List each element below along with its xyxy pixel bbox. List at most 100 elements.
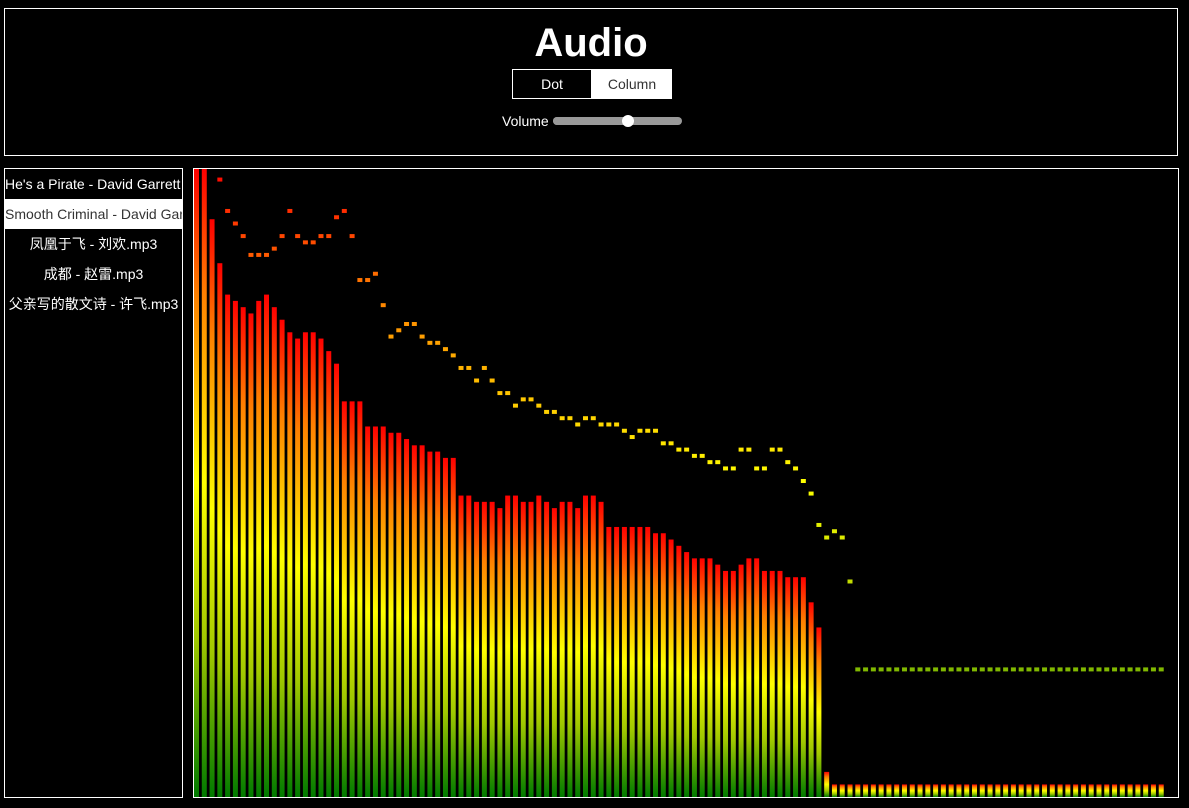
visualizer-peak-dot — [879, 667, 884, 671]
track-item-smooth-criminal[interactable]: Smooth Criminal - David Garrett — [5, 199, 182, 229]
visualizer-peak-dot — [637, 429, 642, 433]
visualizer-bar — [1159, 784, 1164, 797]
visualizer-peak-dot — [482, 366, 487, 370]
visualizer-bar — [217, 263, 222, 797]
playlist-panel: He's a Pirate - David Garrett Smooth Cri… — [4, 168, 183, 798]
visualizer-bar — [552, 508, 557, 797]
visualizer-bar — [840, 784, 845, 797]
visualizer-bar — [427, 452, 432, 797]
volume-slider[interactable] — [553, 117, 682, 125]
visualizer-bar — [1065, 784, 1070, 797]
visualizer-peak-dot — [248, 253, 253, 257]
visualizer-bar — [894, 784, 899, 797]
visualizer-peak-dot — [474, 379, 479, 383]
visualizer-peak-dot — [443, 347, 448, 351]
visualizer-bar — [490, 502, 495, 797]
visualizer-peak-dot — [871, 667, 876, 671]
visualizer-bar — [910, 784, 915, 797]
visualizer-peak-dot — [816, 523, 821, 527]
dot-mode-button[interactable]: Dot — [512, 69, 592, 99]
visualizer-bar — [988, 784, 993, 797]
visualizer-peak-dot — [256, 253, 261, 257]
visualizer-peak-dot — [1112, 667, 1117, 671]
track-item-feng-huang-yu-fei[interactable]: 凤凰于飞 - 刘欢.mp3 — [5, 229, 182, 259]
visualizer-bar — [707, 558, 712, 797]
visualizer-bar — [863, 784, 868, 797]
visualizer-bar — [1026, 784, 1031, 797]
visualizer-bar — [848, 784, 853, 797]
visualizer-peak-dot — [918, 667, 923, 671]
track-item-he-s-a-pirate[interactable]: He's a Pirate - David Garrett — [5, 169, 182, 199]
visualizer-peak-dot — [1003, 667, 1008, 671]
visualizer-bar — [801, 577, 806, 797]
visualizer-peak-dot — [1034, 667, 1039, 671]
track-item-cheng-du[interactable]: 成都 - 赵雷.mp3 — [5, 259, 182, 289]
visualizer-peak-dot — [490, 379, 495, 383]
visualizer-bar — [1135, 784, 1140, 797]
visualizer-bar — [404, 439, 409, 797]
visualizer-bar — [303, 332, 308, 797]
visualizer-bar — [1128, 784, 1133, 797]
visualizer-peak-dot — [676, 448, 681, 452]
visualizer-bar — [497, 508, 502, 797]
column-mode-button[interactable]: Column — [592, 69, 672, 99]
visualizer-peak-dot — [778, 448, 783, 452]
visualizer-bar — [925, 784, 930, 797]
volume-slider-thumb[interactable] — [622, 115, 634, 127]
visualizer-peak-dot — [357, 278, 362, 282]
visualizer-bar — [746, 558, 751, 797]
visualizer-peak-dot — [739, 448, 744, 452]
visualizer-bar — [513, 496, 518, 797]
display-mode-toggle: Dot Column — [512, 69, 672, 99]
track-item-fu-qin-xie-de-san-wen-shi[interactable]: 父亲写的散文诗 - 许飞.mp3 — [5, 289, 182, 319]
visualizer-peak-dot — [1096, 667, 1101, 671]
visualizer-bar — [902, 784, 907, 797]
visualizer-bar — [482, 502, 487, 797]
visualizer-bar — [318, 339, 323, 797]
visualizer-bar — [614, 527, 619, 797]
visualizer-bar — [1034, 784, 1039, 797]
visualizer-bar — [723, 571, 728, 797]
visualizer-peak-dot — [552, 410, 557, 414]
visualizer-peak-dot — [964, 667, 969, 671]
visualizer-bar — [1143, 784, 1148, 797]
visualizer-bar — [1019, 784, 1024, 797]
visualizer-bar — [451, 458, 456, 797]
visualizer-bar — [637, 527, 642, 797]
visualizer-bar — [505, 496, 510, 797]
visualizer-peak-dot — [505, 391, 510, 395]
visualizer-peak-dot — [583, 416, 588, 420]
visualizer-bar — [692, 558, 697, 797]
visualizer-peak-dot — [809, 492, 814, 496]
visualizer-bar — [373, 426, 378, 797]
visualizer-peak-dot — [731, 466, 736, 470]
visualizer-peak-dot — [1019, 667, 1024, 671]
visualizer-peak-dot — [902, 667, 907, 671]
visualizer-peak-dot — [622, 429, 627, 433]
visualizer-peak-dot — [1089, 667, 1094, 671]
visualizer-peak-dot — [785, 460, 790, 464]
volume-slider-fill — [553, 117, 628, 125]
visualizer-bar — [210, 219, 215, 797]
visualizer-peak-dot — [373, 272, 378, 276]
visualizer-bar — [256, 301, 261, 797]
visualizer-bar — [1081, 784, 1086, 797]
visualizer-peak-dot — [1042, 667, 1047, 671]
visualizer-bar — [964, 784, 969, 797]
visualizer-bar — [1050, 784, 1055, 797]
visualizer-peak-dot — [233, 222, 238, 226]
visualizer-peak-dot — [1135, 667, 1140, 671]
visualizer-peak-dot — [225, 209, 230, 213]
visualizer-bar — [342, 401, 347, 797]
visualizer-bar — [933, 784, 938, 797]
visualizer-bar — [739, 565, 744, 797]
visualizer-bar — [529, 502, 534, 797]
visualizer-peak-dot — [980, 667, 985, 671]
visualizer-bar — [287, 332, 292, 797]
visualizer-peak-dot — [910, 667, 915, 671]
visualizer-bar — [645, 527, 650, 797]
visualizer-bar — [778, 571, 783, 797]
visualizer-peak-dot — [389, 335, 394, 339]
visualizer-peak-dot — [396, 328, 401, 332]
visualizer-bar — [653, 533, 658, 797]
